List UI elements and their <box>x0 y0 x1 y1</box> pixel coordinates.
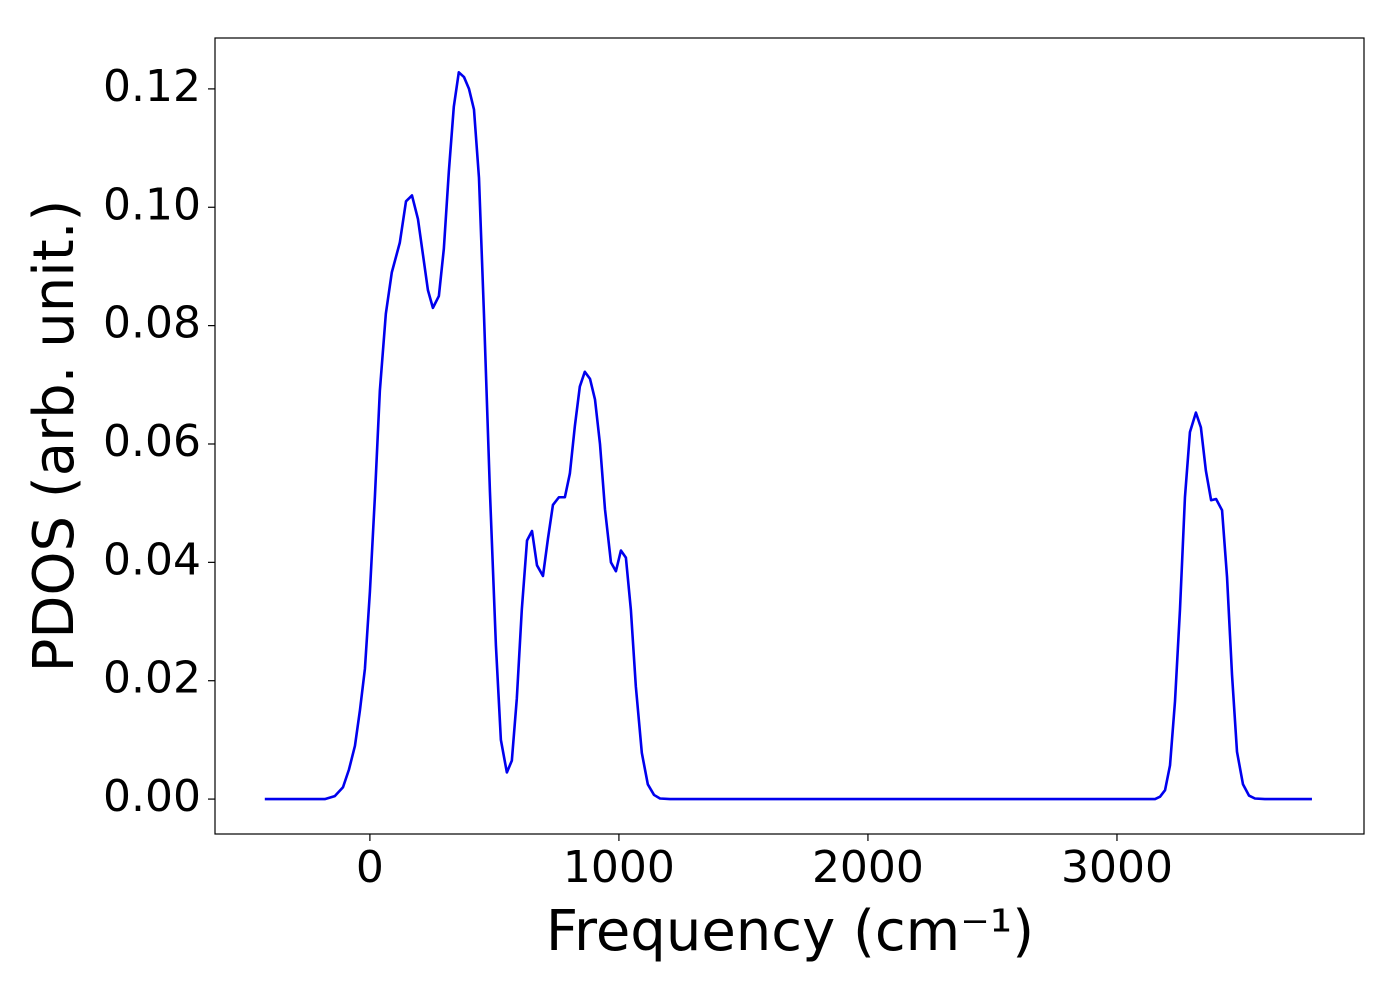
y-tick-label: 0.02 <box>103 653 201 704</box>
data-line <box>264 71 1312 801</box>
x-tick-label: 1000 <box>563 842 675 893</box>
plot-frame <box>214 37 1365 835</box>
y-tick-label: 0.00 <box>103 771 201 822</box>
y-axis-label: PDOS (arb. unit.) <box>22 200 87 673</box>
y-tick-label: 0.08 <box>103 298 201 349</box>
x-axis-label: Frequency (cm⁻¹) <box>546 899 1034 964</box>
x-tick-label: 0 <box>356 842 384 893</box>
y-tick-label: 0.04 <box>103 534 201 585</box>
x-tick-label: 3000 <box>1061 842 1173 893</box>
x-tick-label: 2000 <box>812 842 924 893</box>
y-tick-label: 0.12 <box>103 61 201 112</box>
y-tick-label: 0.06 <box>103 416 201 467</box>
y-tick-label: 0.10 <box>103 179 201 230</box>
